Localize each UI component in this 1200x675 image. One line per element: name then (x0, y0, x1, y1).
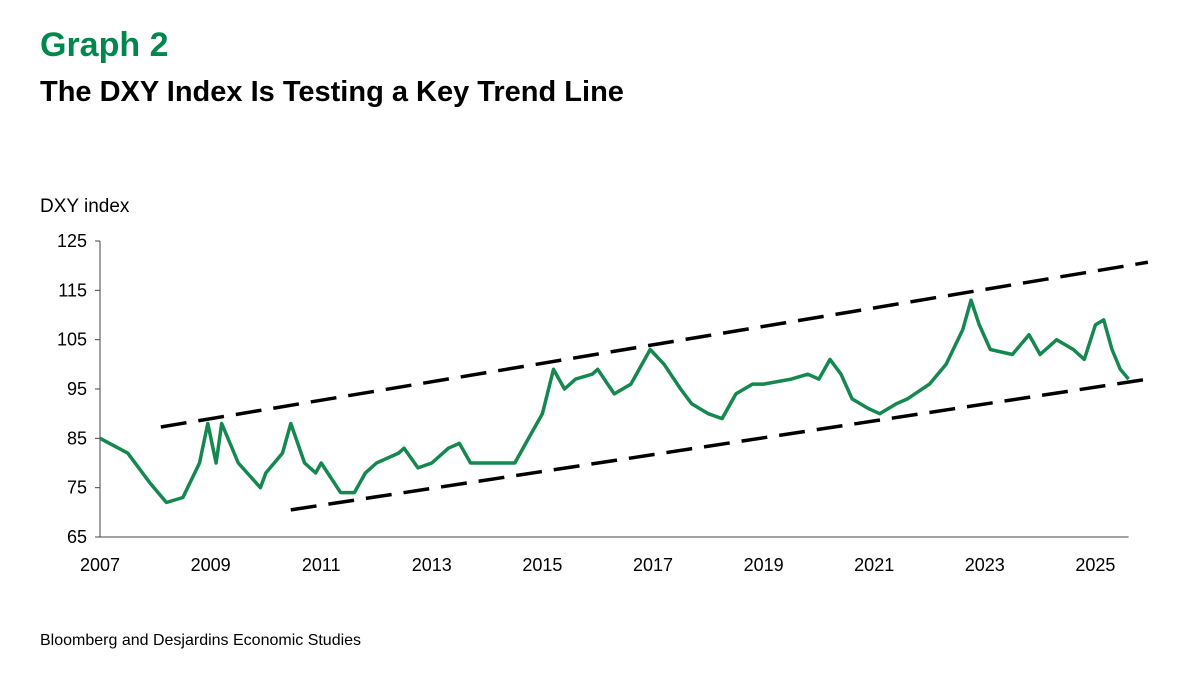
x-tick-label: 2025 (1075, 555, 1115, 575)
x-tick-label: 2015 (522, 555, 562, 575)
x-tick-label: 2017 (633, 555, 673, 575)
y-tick-label: 65 (67, 527, 87, 547)
series (99, 298, 1130, 505)
y-tick-label: 115 (58, 280, 87, 300)
y-tick-label: 125 (57, 231, 87, 251)
graph-number: Graph 2 (40, 26, 169, 64)
dxy-series-line (99, 298, 1130, 505)
chart-title: The DXY Index Is Testing a Key Trend Lin… (40, 76, 624, 108)
axes: 65 75 85 95 105 115 125 2007 2009 2011 2013 2015 201… (57, 231, 1129, 575)
x-tick-label: 2019 (744, 555, 784, 575)
y-tick-label: 75 (67, 478, 87, 498)
x-tick-label: 2013 (412, 555, 452, 575)
y-tick-label: 105 (57, 330, 87, 350)
x-tick-label: 2009 (191, 555, 231, 575)
y-axis-label: DXY index (40, 196, 130, 217)
source-note: Bloomberg and Desjardins Economic Studie… (40, 632, 362, 649)
trend-line (160, 260, 1149, 429)
y-tick-label: 95 (67, 379, 87, 399)
x-tick-label: 2023 (965, 555, 1005, 575)
x-tick-label: 2011 (302, 555, 341, 575)
x-tick-label: 2021 (854, 555, 894, 575)
x-tick-label: 2007 (80, 555, 120, 575)
trend-lines (160, 260, 1149, 512)
trend-line (290, 377, 1149, 512)
y-tick-label: 85 (67, 428, 87, 448)
